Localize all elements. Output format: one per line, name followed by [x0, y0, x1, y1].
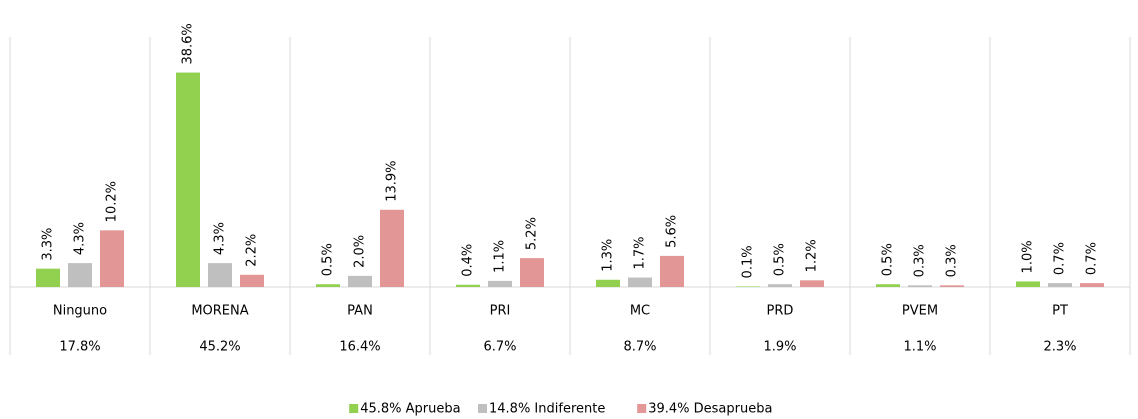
- bar: [908, 285, 932, 287]
- bar: [68, 263, 92, 287]
- data-label: 13.9%: [385, 160, 400, 201]
- data-label: 0.4%: [461, 244, 476, 277]
- bar: [380, 209, 404, 287]
- bar: [348, 275, 372, 287]
- data-label: 1.1%: [493, 240, 508, 273]
- bar: [100, 230, 124, 287]
- bar: [1048, 283, 1072, 287]
- bar: [488, 280, 512, 287]
- category-total: 1.9%: [763, 340, 796, 355]
- bar: [768, 284, 792, 287]
- category-total: 45.2%: [199, 340, 240, 355]
- data-label: 1.0%: [1021, 240, 1036, 273]
- data-label: 0.5%: [321, 243, 336, 276]
- category-total: 6.7%: [483, 340, 516, 355]
- category-total: 1.1%: [903, 340, 936, 355]
- bar: [940, 285, 964, 287]
- bar: [736, 286, 760, 287]
- x-tick-label: MORENA: [191, 304, 248, 319]
- data-label: 0.1%: [741, 245, 756, 278]
- data-label: 5.2%: [525, 217, 540, 250]
- legend-swatch: [478, 404, 487, 413]
- data-label: 38.6%: [181, 23, 196, 64]
- category-total: 16.4%: [339, 340, 380, 355]
- data-label: 1.3%: [601, 239, 616, 272]
- bar: [520, 258, 544, 287]
- x-tick-label: PAN: [347, 304, 373, 319]
- legend-swatch: [349, 404, 359, 413]
- bar: [800, 280, 824, 287]
- x-tick-label: PRI: [490, 304, 511, 319]
- bar: [456, 284, 480, 287]
- bar: [596, 279, 620, 287]
- bar: [316, 284, 340, 287]
- bar: [876, 284, 900, 287]
- data-label: 0.3%: [913, 244, 928, 277]
- category-total: 2.3%: [1043, 340, 1076, 355]
- x-tick-label: PVEM: [902, 304, 938, 319]
- data-label: 4.3%: [73, 222, 88, 255]
- data-label: 5.6%: [665, 215, 680, 248]
- bar: [176, 72, 200, 287]
- x-tick-label: PT: [1052, 304, 1068, 319]
- bar: [208, 263, 232, 287]
- data-label: 4.3%: [213, 222, 228, 255]
- data-label: 2.0%: [353, 235, 368, 268]
- data-label: 0.5%: [881, 243, 896, 276]
- bar: [1080, 283, 1104, 287]
- bar: [36, 268, 60, 287]
- bar: [628, 277, 652, 287]
- data-label: 0.5%: [773, 243, 788, 276]
- x-tick-label: Ninguno: [53, 304, 107, 319]
- data-label: 0.7%: [1085, 242, 1100, 275]
- data-label: 0.7%: [1053, 242, 1068, 275]
- data-label: 0.3%: [945, 244, 960, 277]
- category-total: 17.8%: [59, 340, 100, 355]
- bar: [240, 274, 264, 287]
- data-label: 10.2%: [105, 181, 120, 222]
- bar: [660, 255, 684, 287]
- data-label: 3.3%: [41, 228, 56, 261]
- data-label: 2.2%: [245, 234, 260, 267]
- bar: [1016, 281, 1040, 287]
- legend-label: 45.8% Aprueba: [360, 402, 460, 417]
- legend-label: 14.8% Indiferente: [489, 402, 605, 417]
- legend-label: 39.4% Desaprueba: [648, 402, 772, 417]
- data-label: 1.7%: [633, 237, 648, 270]
- x-tick-label: MC: [630, 304, 650, 319]
- legend-swatch: [637, 404, 647, 413]
- x-tick-label: PRD: [767, 304, 794, 319]
- category-total: 8.7%: [623, 340, 656, 355]
- data-label: 1.2%: [805, 239, 820, 272]
